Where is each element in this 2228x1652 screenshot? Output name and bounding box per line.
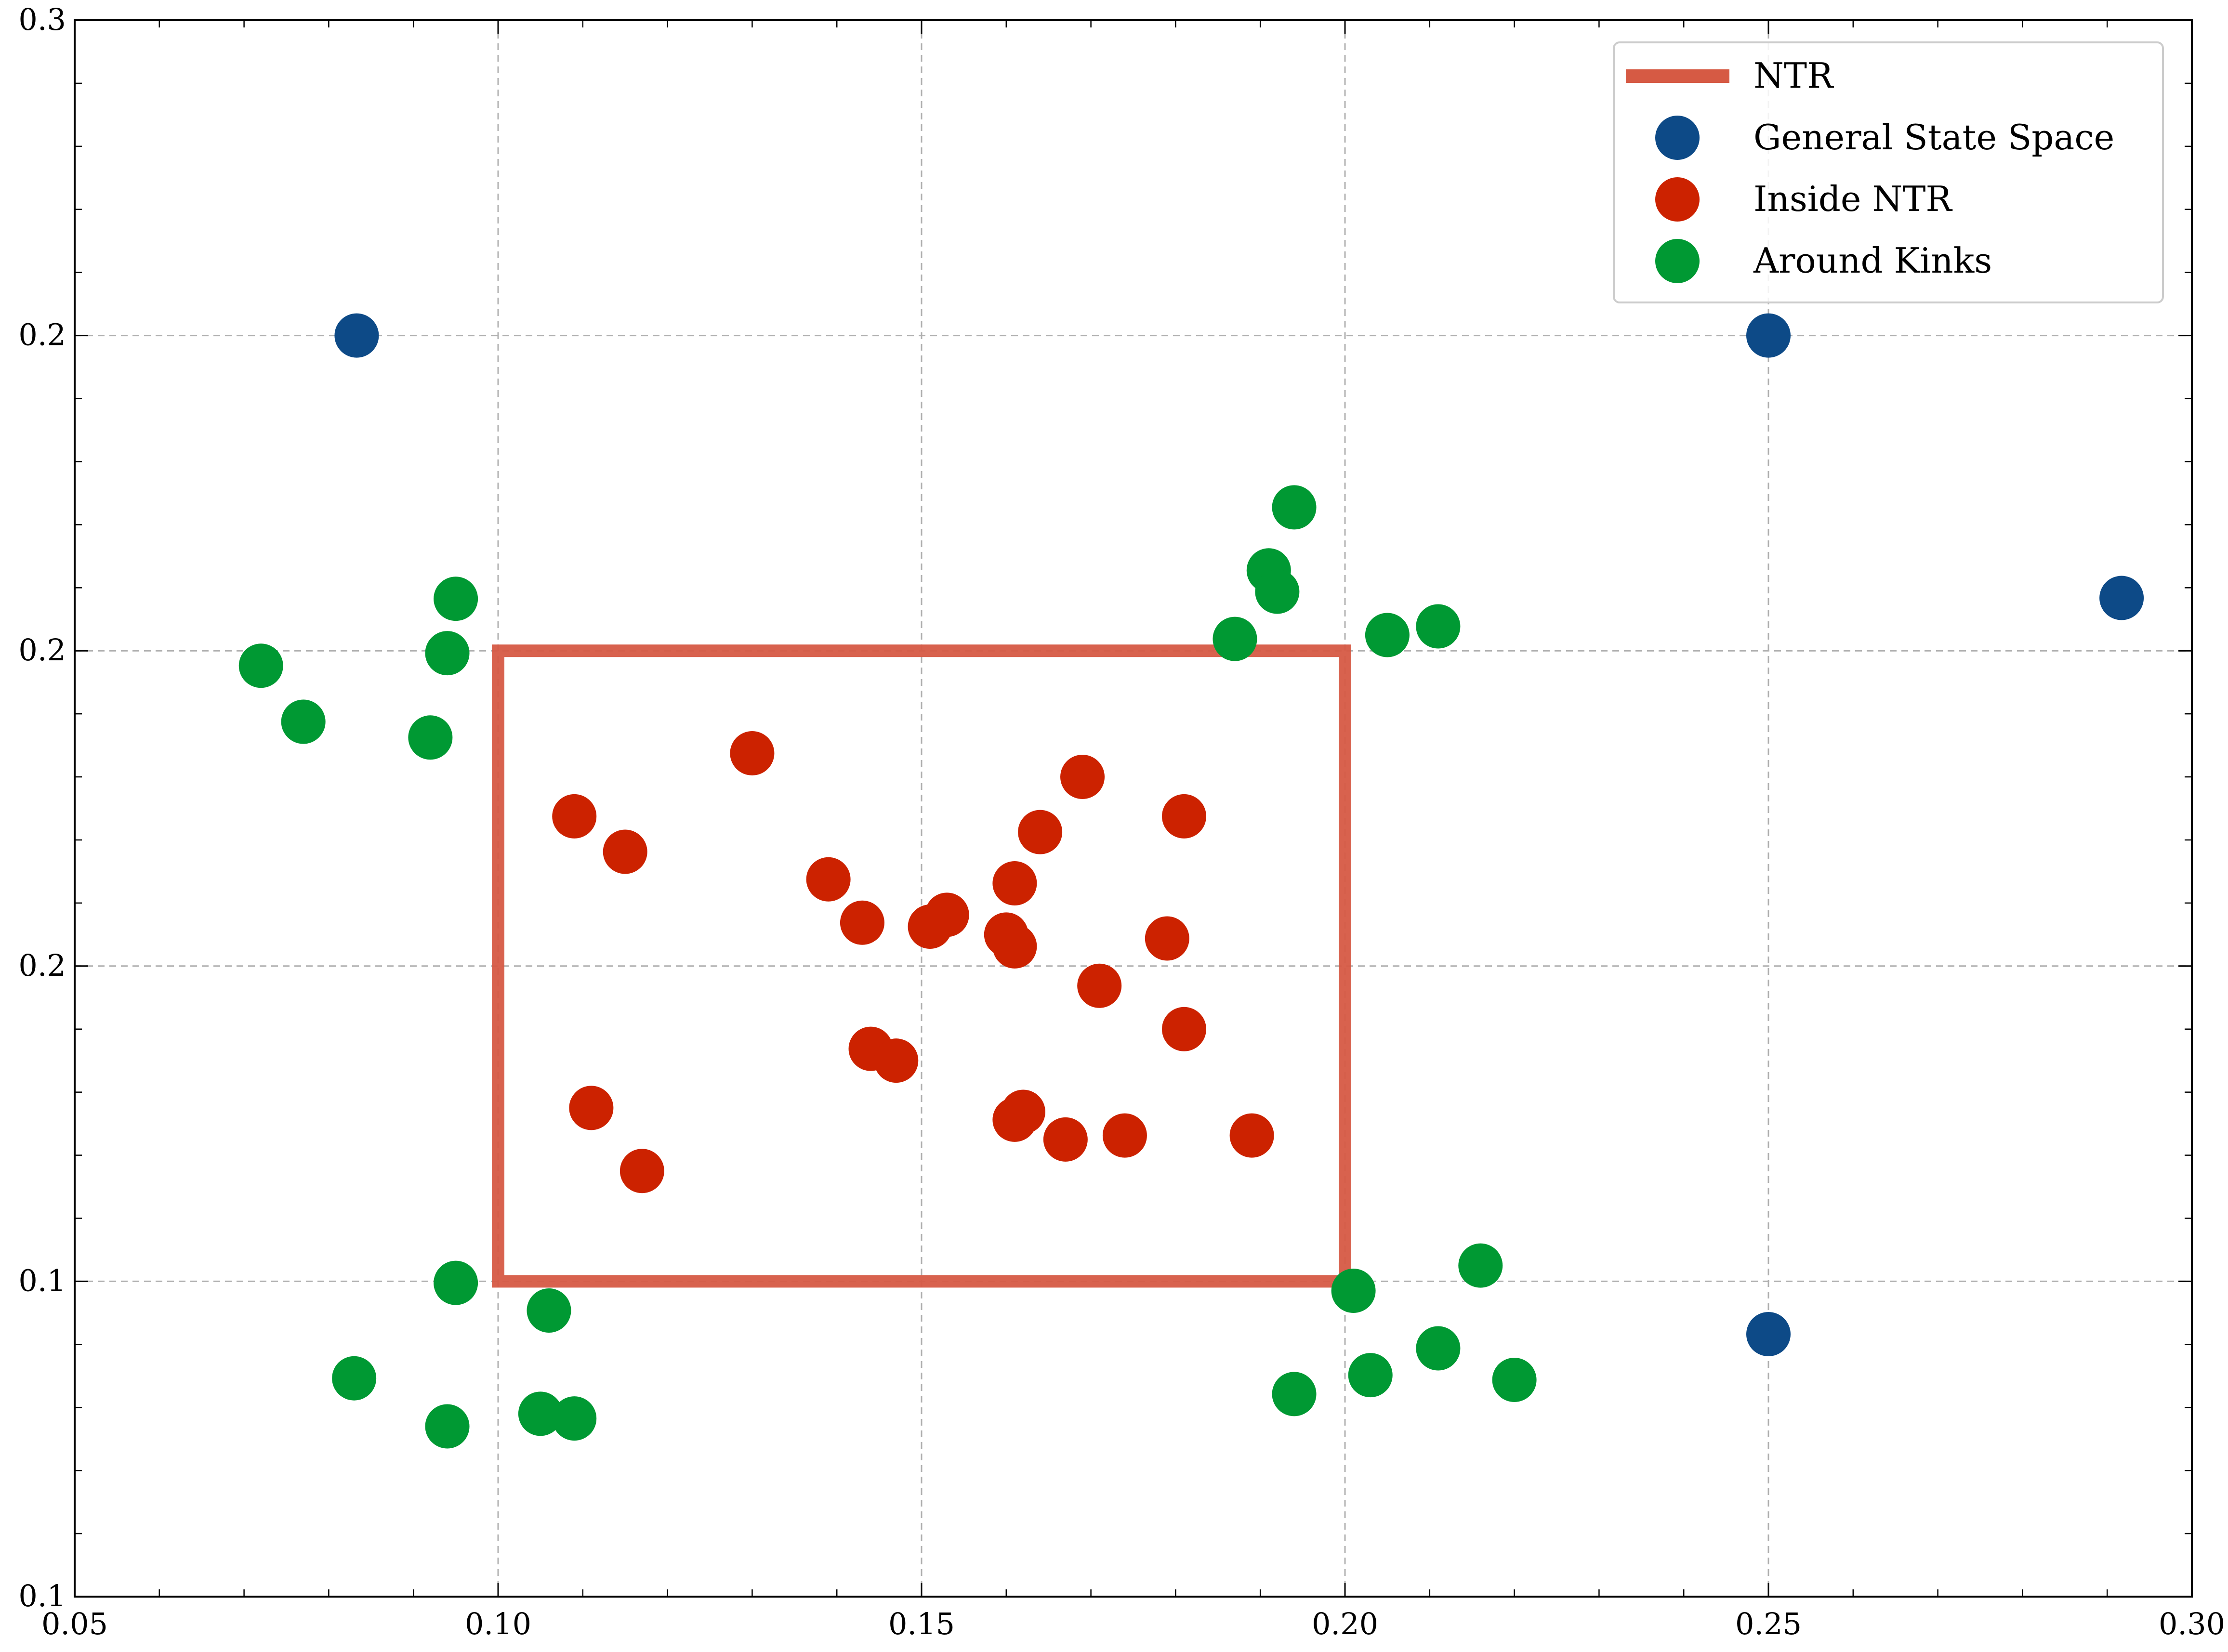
point-inside-ntr [1018, 810, 1063, 854]
point-inside-ntr [730, 731, 775, 775]
point-around-kinks [281, 699, 326, 744]
point-inside-ntr [874, 1038, 919, 1083]
point-general-state-space [334, 313, 379, 358]
point-general-state-space [2099, 576, 2144, 620]
point-around-kinks [1348, 1353, 1393, 1398]
points-layer [238, 313, 2144, 1449]
point-inside-ntr [603, 829, 647, 874]
point-around-kinks [425, 1404, 470, 1449]
point-inside-ntr [992, 1097, 1037, 1142]
point-inside-ntr [1161, 1007, 1206, 1051]
ntr-rectangle [492, 644, 1351, 1288]
y-tick-label: 0.1 [18, 1263, 66, 1298]
point-around-kinks [1458, 1243, 1503, 1288]
point-inside-ntr [552, 794, 597, 839]
legend: NTR General State Space Inside NTR Around K… [1613, 41, 2164, 303]
legend-label-general-state-space: General State Space [1753, 117, 2114, 157]
point-inside-ntr [840, 900, 884, 945]
x-tick-label: 0.15 [888, 1606, 955, 1641]
point-around-kinks [1272, 485, 1317, 530]
point-around-kinks [434, 1260, 478, 1305]
point-inside-ntr [620, 1149, 664, 1193]
legend-label-inside-ntr: Inside NTR [1753, 179, 1952, 219]
point-general-state-space [1746, 313, 1791, 358]
point-around-kinks [1331, 1269, 1376, 1313]
point-general-state-space [1746, 1312, 1791, 1357]
x-tick-label: 0.25 [1735, 1606, 1802, 1641]
x-tick-label: 0.20 [1312, 1606, 1378, 1641]
point-around-kinks [552, 1396, 597, 1441]
plot-frame [74, 19, 2193, 1598]
x-tick-label: 0.10 [465, 1606, 531, 1641]
legend-box [1613, 41, 2164, 303]
point-around-kinks [518, 1391, 563, 1436]
point-inside-ntr [1102, 1113, 1147, 1158]
point-inside-ntr [1229, 1113, 1274, 1158]
point-inside-ntr [908, 904, 952, 949]
x-tick-label: 0.05 [41, 1606, 108, 1641]
point-around-kinks [1416, 604, 1461, 649]
point-inside-ntr [1145, 916, 1189, 961]
point-inside-ntr [1060, 755, 1105, 800]
point-inside-ntr [992, 861, 1037, 905]
x-tick-label: 0.30 [2159, 1606, 2225, 1641]
legend-swatch-inside-ntr [1655, 177, 1700, 222]
point-around-kinks [1416, 1326, 1461, 1371]
y-tick-label: 0.2 [18, 317, 66, 353]
point-around-kinks [332, 1356, 377, 1401]
legend-swatch-around-kinks [1655, 239, 1700, 283]
y-tick-label: 0.2 [18, 948, 66, 983]
point-inside-ntr [1161, 794, 1206, 839]
point-inside-ntr [1077, 963, 1122, 1008]
legend-label-around-kinks: Around Kinks [1753, 240, 1992, 281]
y-tick-label: 0.2 [18, 632, 66, 668]
point-around-kinks [1492, 1357, 1537, 1402]
point-around-kinks [434, 577, 478, 621]
point-inside-ntr [806, 857, 851, 902]
ticks-layer: 0.05 0.10 0.15 0.20 0.25 0.30 0.1 0.1 0.2 0.2 0.2 0… [18, 2, 2225, 1641]
point-around-kinks [1272, 1372, 1317, 1416]
point-inside-ntr [992, 924, 1037, 969]
y-tick-label: 0.1 [18, 1578, 66, 1613]
ntr-layer [492, 644, 1351, 1288]
point-inside-ntr [1043, 1117, 1088, 1162]
point-around-kinks [1365, 613, 1410, 657]
point-inside-ntr [569, 1086, 614, 1130]
point-around-kinks [1213, 616, 1257, 661]
point-around-kinks [238, 643, 283, 688]
point-around-kinks [527, 1288, 571, 1333]
legend-swatch-general-state-space [1655, 116, 1700, 160]
y-tick-label: 0.3 [18, 2, 66, 37]
point-around-kinks [408, 715, 453, 760]
legend-label-ntr: NTR [1753, 55, 1834, 96]
point-around-kinks [1255, 569, 1300, 614]
point-around-kinks [425, 631, 470, 676]
